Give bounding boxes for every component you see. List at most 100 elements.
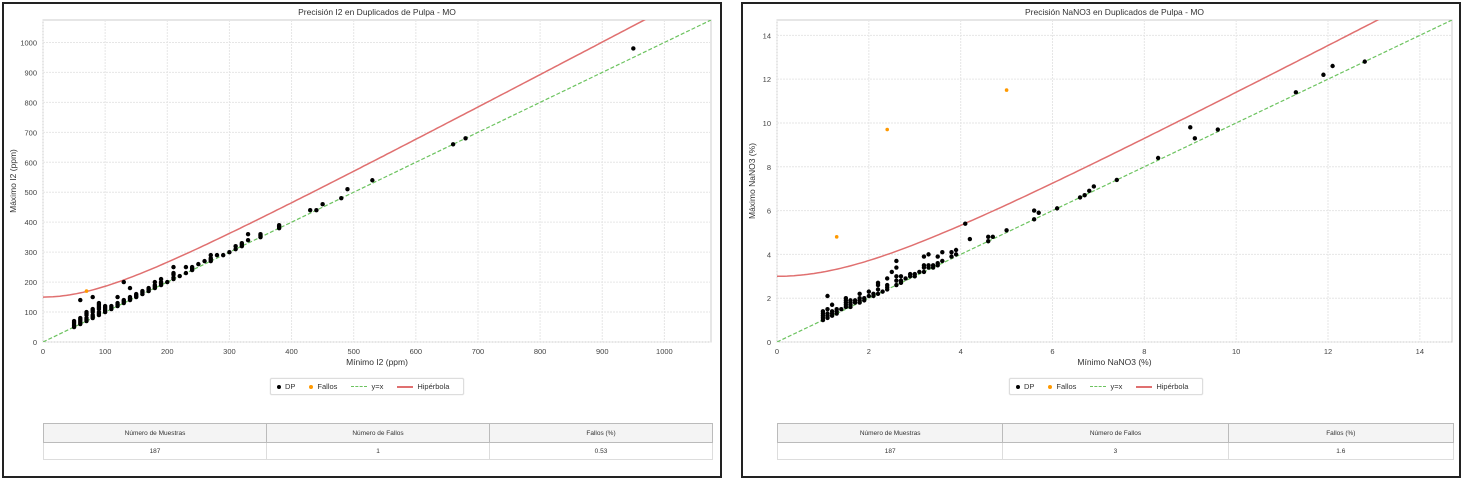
dp-point — [276, 222, 282, 228]
y-tick-label: 700 — [24, 128, 37, 137]
y-tick-label: 6 — [767, 207, 771, 216]
identity-line-icon — [1090, 386, 1107, 387]
legend-hyperbola: Hipérbola — [1156, 382, 1189, 391]
dp-point — [1087, 188, 1092, 194]
hyperbola-line-icon — [397, 385, 414, 388]
dp-point — [953, 252, 959, 257]
plot-content — [43, 20, 711, 342]
dp-point — [880, 289, 885, 294]
x-tick-label: 10 — [1232, 347, 1240, 356]
dp-point — [990, 234, 996, 240]
legend-fallos: Fallos — [317, 382, 338, 391]
fallo-point — [84, 289, 89, 293]
y-tick-label: 300 — [24, 248, 37, 257]
x-tick-label: 300 — [223, 347, 236, 356]
dp-point — [127, 285, 133, 291]
y-tick-label: 0 — [767, 338, 771, 347]
dp-point — [1321, 72, 1326, 77]
x-tick-label: 700 — [472, 347, 485, 356]
dp-point — [940, 258, 945, 264]
dp-point — [1091, 184, 1097, 189]
dp-point — [1362, 59, 1367, 64]
x-tick-label: 2 — [867, 347, 871, 356]
dp-point — [986, 234, 991, 240]
dp-point — [921, 263, 927, 268]
x-tick-label: 1000 — [656, 347, 673, 356]
dp-point — [90, 294, 95, 300]
dp-point — [1330, 63, 1335, 69]
dp-point — [1031, 217, 1037, 222]
dp-point — [1293, 90, 1299, 95]
dp-point — [121, 297, 126, 303]
dp-point — [463, 136, 468, 141]
dp-point — [829, 309, 835, 314]
y-tick-label: 2 — [767, 294, 771, 303]
legend-identity: y=x — [1110, 382, 1123, 391]
x-tick-label: 500 — [347, 347, 360, 356]
dp-point — [245, 237, 251, 243]
dp-point — [875, 280, 881, 286]
dp-point — [825, 306, 830, 312]
header-muestras: Número de Muestras — [776, 423, 1004, 443]
dp-point — [146, 285, 151, 291]
y-tick-label: 8 — [767, 163, 771, 172]
header-fallos-pct: Fallos (%) — [1227, 423, 1455, 443]
y-axis-label: Máximo NaNO3 (%) — [747, 143, 757, 219]
dp-point — [963, 221, 968, 226]
x-tick-label: 0 — [41, 347, 45, 356]
dp-point — [109, 303, 114, 309]
dp-point — [848, 298, 853, 303]
dp-point — [171, 264, 176, 270]
dp-point — [875, 287, 881, 292]
dp-point — [898, 274, 904, 279]
y-tick-label: 100 — [24, 308, 37, 317]
dp-point — [1215, 127, 1221, 132]
dp-point — [949, 249, 954, 255]
x-tick-label: 6 — [1050, 347, 1054, 356]
dp-point — [183, 270, 189, 276]
dp-point — [165, 279, 170, 285]
plot-content — [777, 20, 1452, 342]
dp-marker-icon — [277, 384, 281, 389]
panel-nano3: 0 2 4 6 8 10 12 14 0 2 4 6 8 10 12 14 Precisión NaNO3 en… — [741, 2, 1461, 478]
dp-point — [78, 297, 83, 303]
dp-point — [239, 240, 245, 246]
dp-point — [1188, 125, 1193, 130]
dp-point — [308, 208, 313, 213]
dp-point — [1054, 206, 1060, 211]
dp-point — [134, 291, 139, 297]
x-tick-label: 600 — [410, 347, 423, 356]
x-axis-label: Mínimo I2 (ppm) — [346, 357, 408, 367]
dp-point — [885, 276, 890, 281]
dp-point — [183, 264, 189, 270]
dp-point — [320, 202, 325, 207]
dp-point — [189, 264, 195, 270]
dp-point — [921, 269, 927, 275]
x-tick-label: 0 — [775, 347, 779, 356]
dp-point — [258, 231, 263, 237]
dp-point — [1031, 208, 1037, 213]
fallo-point — [1004, 88, 1009, 92]
fallos-marker-icon — [1048, 384, 1053, 389]
dp-point — [834, 306, 839, 312]
dp-point — [894, 274, 899, 279]
legend-identity: y=x — [371, 382, 384, 391]
dp-point — [127, 294, 133, 300]
dp-point — [903, 276, 908, 281]
dp-point — [227, 249, 232, 255]
dp-point — [829, 302, 835, 307]
hyperbola-line — [43, 20, 646, 298]
panel-i2: 0 100 200 300 400 500 600 700 800 900 1000 0 100 200 3… — [2, 2, 722, 478]
dp-point — [214, 252, 220, 258]
dp-point — [953, 247, 959, 253]
dp-point — [158, 276, 164, 282]
dp-point — [921, 254, 927, 259]
dp-point — [907, 271, 913, 277]
dp-point — [221, 252, 226, 258]
dp-point — [843, 295, 849, 301]
dp-point — [839, 306, 844, 312]
x-tick-label: 4 — [959, 347, 963, 356]
y-tick-label: 4 — [767, 250, 771, 259]
fallos-marker-icon — [309, 384, 314, 389]
dp-point — [935, 254, 940, 259]
